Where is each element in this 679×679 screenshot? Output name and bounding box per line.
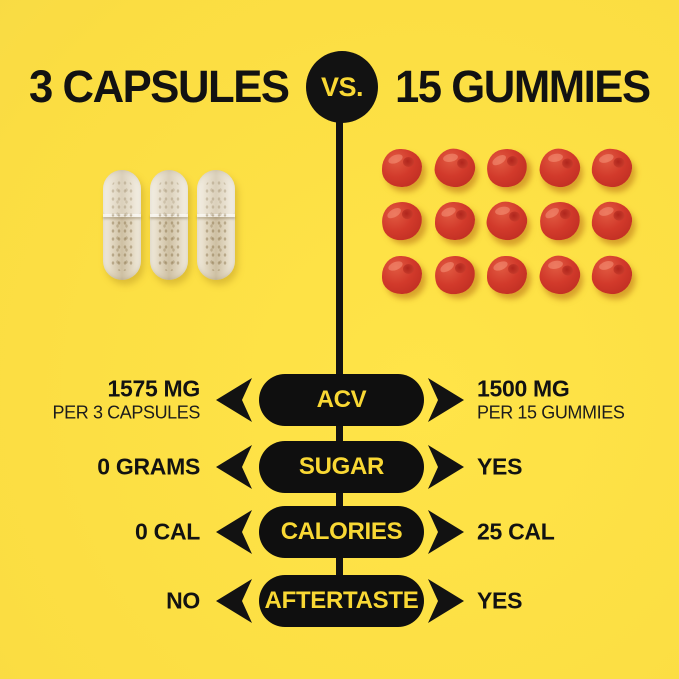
- arrow-left-icon: [216, 510, 252, 554]
- calories-left-values: 0 CAL: [135, 518, 200, 545]
- sugar-right-value: YES: [477, 453, 523, 480]
- sugar-pill-label: SUGAR: [298, 453, 385, 480]
- gummy: [590, 254, 634, 296]
- center-divider-line: [336, 119, 343, 577]
- aftertaste-pill-label: AFTERTASTE: [264, 587, 419, 614]
- sugar-left-value: 0 GRAMS: [97, 453, 200, 480]
- sugar-left-values: 0 GRAMS: [97, 453, 200, 480]
- arrow-left-icon: [216, 445, 252, 489]
- capsule: [197, 170, 235, 280]
- comparison-row-sugar: 0 GRAMS SUGAR YES: [0, 441, 679, 493]
- acv-right-values: 1500 MG PER 15 GUMMIES: [477, 375, 625, 424]
- aftertaste-left-value: NO: [166, 587, 200, 614]
- vs-label: VS.: [320, 71, 364, 102]
- arrow-right-icon: [428, 445, 464, 489]
- calories-left-value: 0 CAL: [135, 518, 200, 545]
- capsule-powder: [110, 179, 134, 271]
- gummy: [431, 145, 479, 191]
- sugar-right-values: YES: [477, 453, 523, 480]
- calories-pill: CALORIES: [259, 506, 424, 558]
- acv-left-values: 1575 MG PER 3 CAPSULES: [52, 375, 201, 424]
- comparison-row-calories: 0 CAL CALORIES 25 CAL: [0, 506, 679, 558]
- gummy: [483, 198, 531, 244]
- calories-right-value: 25 CAL: [477, 518, 555, 545]
- calories-pill-label: CALORIES: [280, 518, 403, 545]
- gummy: [379, 199, 425, 244]
- calories-right-values: 25 CAL: [477, 518, 555, 545]
- acv-left-value: 1575 MG: [107, 375, 200, 402]
- capsule-powder: [157, 179, 181, 271]
- arrow-right-icon: [428, 378, 464, 422]
- arrow-left-icon: [216, 579, 252, 623]
- capsule: [150, 170, 188, 280]
- sugar-pill: SUGAR: [259, 441, 424, 493]
- arrow-right-icon: [428, 510, 464, 554]
- acv-left-sub: PER 3 CAPSULES: [52, 402, 201, 423]
- title-right: 15 GUMMIES: [394, 61, 651, 112]
- capsules-illustration: [103, 170, 235, 280]
- gummy: [590, 200, 634, 242]
- acv-right-sub: PER 15 GUMMIES: [477, 402, 625, 423]
- acv-pill-label: ACV: [316, 386, 367, 413]
- acv-right-value: 1500 MG: [477, 375, 570, 402]
- gummy: [487, 255, 528, 294]
- title-left: 3 CAPSULES: [29, 61, 290, 112]
- aftertaste-right-value: YES: [477, 587, 523, 614]
- capsule: [103, 170, 141, 280]
- gummy: [537, 199, 583, 244]
- aftertaste-right-values: YES: [477, 587, 523, 614]
- gummy: [382, 255, 423, 294]
- capsule-powder: [204, 179, 228, 271]
- gummy: [382, 148, 423, 187]
- gummy: [434, 202, 475, 241]
- gummy: [590, 147, 634, 189]
- vs-badge: VS.: [306, 51, 378, 123]
- gummy: [536, 252, 584, 298]
- arrow-right-icon: [428, 579, 464, 623]
- aftertaste-pill: AFTERTASTE: [259, 575, 424, 627]
- comparison-row-aftertaste: NO AFTERTASTE YES: [0, 575, 679, 627]
- aftertaste-left-values: NO: [166, 587, 200, 614]
- gummy: [536, 145, 584, 191]
- gummy: [484, 145, 530, 190]
- acv-pill: ACV: [259, 374, 424, 426]
- comparison-row-acv: 1575 MG PER 3 CAPSULES ACV 1500 MG PER 1…: [0, 374, 679, 426]
- gummies-illustration: [376, 141, 639, 302]
- gummy: [432, 252, 478, 297]
- title-row: 3 CAPSULES VS. 15 GUMMIES: [0, 51, 679, 123]
- arrow-left-icon: [216, 378, 252, 422]
